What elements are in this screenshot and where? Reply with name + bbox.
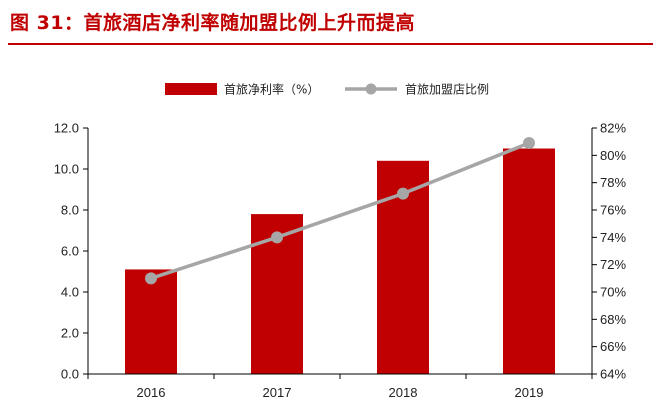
legend: 首旅净利率（%） 首旅加盟店比例 [165, 82, 489, 97]
title-divider [8, 43, 653, 45]
y2-tick-label: 64% [600, 367, 626, 382]
legend-label-line: 首旅加盟店比例 [405, 83, 489, 97]
bar-2016 [125, 269, 177, 374]
bar-series [125, 148, 555, 374]
y2-tick-label: 70% [600, 285, 626, 300]
y-tick-label: 8.0 [61, 203, 79, 218]
y-tick-label: 0.0 [61, 367, 79, 382]
axes: 0.0 2.0 4.0 6.0 8.0 10.0 12.0 64% 66% 68% 70% 72% 74… [54, 121, 627, 400]
y-tick-label: 10.0 [54, 162, 79, 177]
y2-tick-label: 66% [600, 339, 626, 354]
line-point-2016 [145, 272, 157, 285]
line-path [150, 141, 530, 280]
y2-tick-label: 76% [600, 203, 626, 218]
legend-label-bar: 首旅净利率（%） [224, 82, 319, 97]
y-tick-label: 2.0 [61, 326, 79, 341]
y2-tick-label: 82% [600, 121, 626, 136]
line-series [145, 137, 535, 285]
y2-tick-label: 72% [600, 257, 626, 272]
line-point-2018 [397, 187, 409, 200]
x-tick-label: 2018 [389, 385, 418, 400]
legend-marker-line [365, 83, 377, 95]
y2-tick-label: 78% [600, 175, 626, 190]
y2-tick-label: 80% [600, 148, 626, 163]
legend-swatch-bar [165, 83, 217, 95]
y-tick-label: 6.0 [61, 244, 79, 259]
line-point-2019 [523, 137, 535, 150]
bar-2019 [503, 148, 555, 374]
y-tick-label: 12.0 [54, 121, 79, 136]
y-tick-label: 4.0 [61, 285, 79, 300]
x-tick-label: 2016 [137, 385, 166, 400]
x-tick-label: 2017 [263, 385, 292, 400]
x-tick-label: 2019 [515, 385, 544, 400]
y2-tick-label: 74% [600, 230, 626, 245]
figure-title: 图 31：首旅酒店净利率随加盟比例上升而提高 [10, 12, 416, 34]
y2-tick-label: 68% [600, 312, 626, 327]
line-point-2017 [271, 231, 283, 244]
